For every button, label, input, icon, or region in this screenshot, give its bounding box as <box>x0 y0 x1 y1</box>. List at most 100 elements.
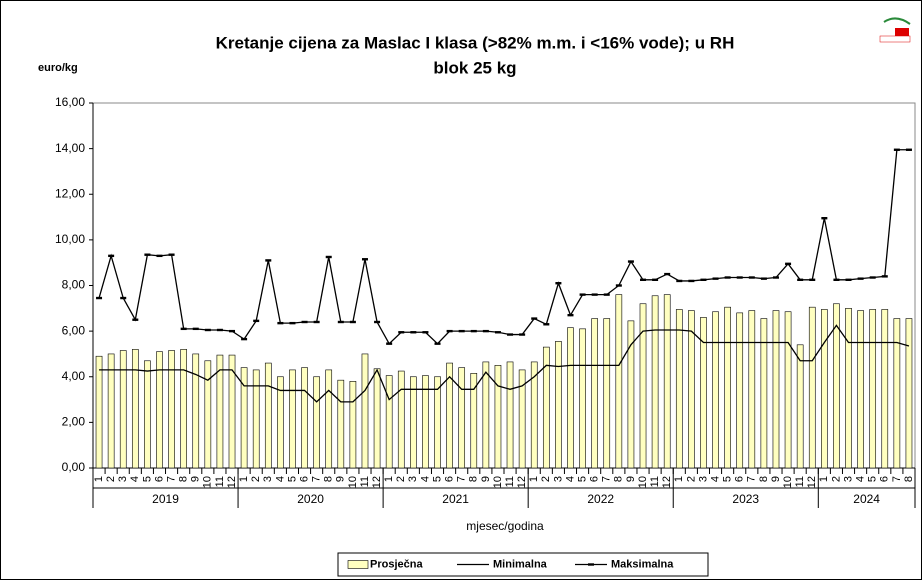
marker <box>615 284 622 287</box>
marker <box>96 296 103 300</box>
marker <box>241 337 248 341</box>
marker <box>724 276 731 279</box>
bar <box>434 376 441 469</box>
bar <box>688 310 695 469</box>
marker <box>676 279 683 283</box>
bar <box>542 346 550 469</box>
bar <box>349 381 357 469</box>
x-tick-label: 12 <box>371 476 383 488</box>
marker <box>640 278 647 281</box>
bar <box>603 318 611 469</box>
x-tick-label: 9 <box>190 476 202 482</box>
bar <box>736 312 744 469</box>
marker <box>772 276 779 279</box>
bar <box>808 306 816 469</box>
marker <box>374 320 381 324</box>
marker <box>664 272 671 276</box>
x-tick-label: 2 <box>250 476 262 482</box>
x-group-label: 2022 <box>587 492 614 506</box>
marker <box>229 329 236 333</box>
x-tick-label: 7 <box>311 476 323 482</box>
marker <box>736 276 743 279</box>
bar <box>567 327 574 469</box>
legend-label: Prosječna <box>370 558 423 570</box>
x-tick-label: 1 <box>238 476 250 482</box>
x-tick-label: 5 <box>576 476 588 482</box>
x-tick-label: 9 <box>625 476 637 482</box>
x-group-label: 2021 <box>442 492 469 506</box>
bar <box>422 375 429 469</box>
x-tick-label: 3 <box>117 476 129 482</box>
marker <box>821 217 828 220</box>
marker <box>132 318 139 321</box>
bar <box>712 311 719 469</box>
bar <box>869 309 877 469</box>
legend-label: Maksimalna <box>611 558 674 570</box>
marker <box>156 254 163 258</box>
x-tick-label: 7 <box>165 476 177 482</box>
bar <box>905 318 913 469</box>
chart-subtitle: blok 25 kg <box>433 58 516 77</box>
marker <box>277 321 284 325</box>
x-tick-label: 6 <box>298 476 310 482</box>
x-tick-label: 7 <box>456 476 468 482</box>
x-tick-label: 7 <box>601 476 613 482</box>
marker <box>313 320 320 324</box>
bar <box>119 350 127 469</box>
x-tick-label: 2 <box>830 476 842 482</box>
x-tick-label: 3 <box>262 476 274 482</box>
marker <box>797 278 804 281</box>
y-tick-label: 2,00 <box>62 415 86 429</box>
marker <box>905 148 912 151</box>
x-axis-label: mjesec/godina <box>466 519 544 533</box>
x-tick-label: 11 <box>214 476 226 487</box>
bar <box>784 311 792 469</box>
bar <box>700 317 707 469</box>
bar <box>796 344 804 469</box>
x-tick-label: 3 <box>407 476 419 482</box>
bar <box>857 310 864 469</box>
x-tick-label: 1 <box>93 476 105 482</box>
bar <box>144 360 151 469</box>
marker <box>507 333 514 336</box>
bar <box>289 369 296 469</box>
marker <box>700 278 707 281</box>
bar <box>506 361 514 469</box>
x-tick-label: 8 <box>903 476 915 482</box>
bar <box>385 375 393 469</box>
marker <box>567 313 574 317</box>
x-tick-label: 11 <box>794 476 806 487</box>
y-tick-label: 0,00 <box>62 460 86 474</box>
legend <box>337 552 709 577</box>
x-tick-label: 10 <box>202 476 214 488</box>
x-tick-label: 5 <box>867 476 879 482</box>
x-group-label: 2024 <box>853 492 880 506</box>
marker <box>688 279 695 283</box>
x-tick-label: 6 <box>153 476 165 482</box>
y-tick-label: 4,00 <box>62 369 86 383</box>
x-tick-label: 4 <box>709 476 721 482</box>
x-tick-label: 9 <box>480 476 492 482</box>
x-tick-label: 2 <box>685 476 697 482</box>
marker <box>410 331 417 334</box>
marker <box>857 277 864 280</box>
x-tick-label: 5 <box>431 476 443 482</box>
bar <box>410 376 417 469</box>
bar <box>277 376 284 469</box>
marker <box>470 329 477 333</box>
bar <box>845 308 852 469</box>
x-tick-label: 10 <box>782 476 794 488</box>
bar <box>579 328 586 469</box>
x-tick-label: 12 <box>661 476 673 488</box>
x-tick-label: 12 <box>806 476 818 488</box>
x-tick-label: 4 <box>274 476 286 482</box>
marker <box>881 275 888 278</box>
chart-title: Kretanje cijena za Maslac I klasa (>82% … <box>216 33 735 52</box>
x-tick-label: 1 <box>818 476 830 482</box>
marker <box>253 319 260 323</box>
bar <box>821 309 828 469</box>
marker <box>869 276 876 279</box>
marker <box>555 282 562 285</box>
x-tick-label: 4 <box>855 476 867 482</box>
bar <box>156 351 163 469</box>
